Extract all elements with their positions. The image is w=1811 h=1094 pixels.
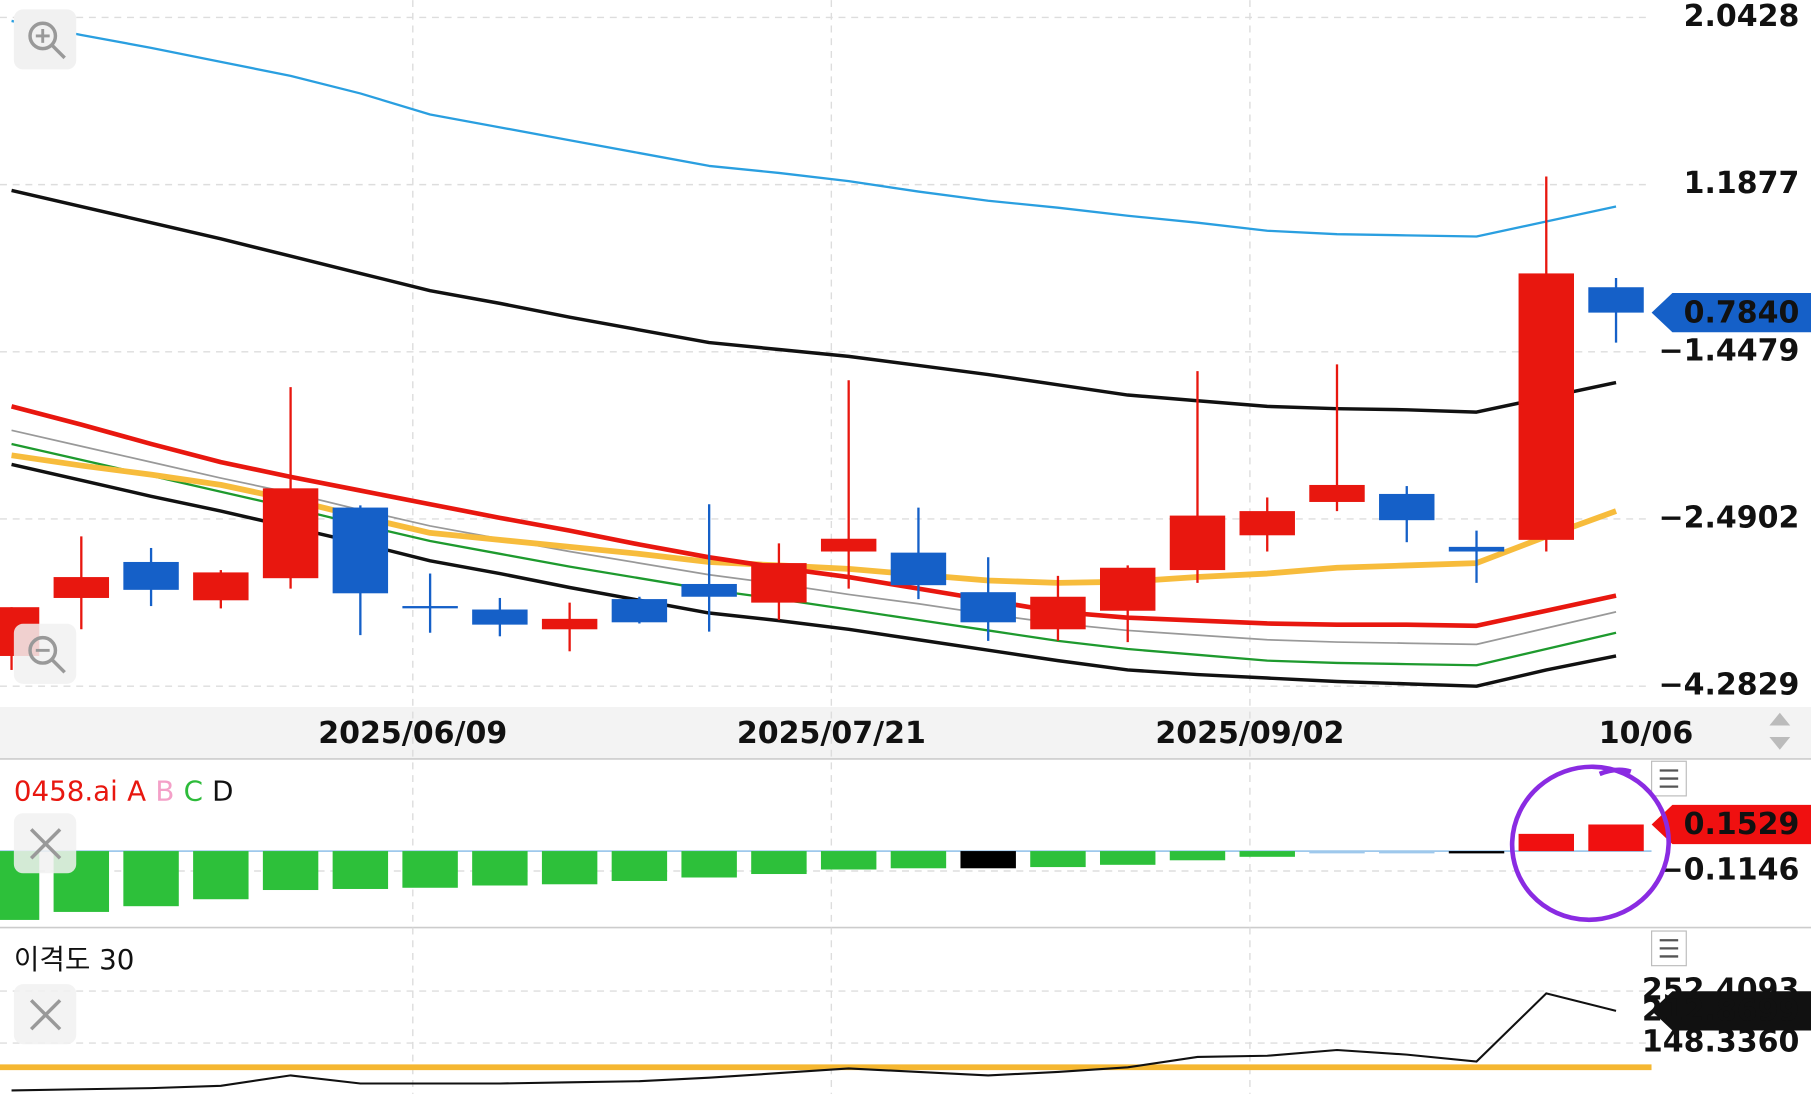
bar — [1518, 833, 1574, 852]
last-value-badge — [1651, 991, 1811, 1031]
indicator-line — [11, 188, 1617, 414]
bar — [332, 851, 389, 889]
x-axis-strip — [0, 706, 1811, 759]
candle-body — [1239, 511, 1295, 536]
candle-body — [1379, 493, 1435, 521]
candle-body — [541, 618, 598, 630]
close-panel-button[interactable] — [13, 984, 77, 1045]
x-tick-label: 2025/07/21 — [737, 716, 926, 751]
panel-title: 0458.ai — [14, 774, 118, 807]
candle-body — [611, 599, 668, 623]
candle-body — [890, 552, 947, 586]
candle-body — [681, 583, 737, 597]
panel-menu-button[interactable] — [1651, 760, 1687, 797]
bar — [960, 851, 1016, 869]
panel-title: 이격도 30 — [14, 943, 135, 976]
y-tick-label: −1.4479 — [1658, 333, 1799, 368]
bar — [1379, 851, 1435, 854]
bar — [472, 851, 528, 886]
candle-body — [820, 538, 877, 552]
candle-body — [1448, 546, 1505, 552]
x-tick-label: 2025/09/02 — [1155, 716, 1344, 751]
bar — [1309, 851, 1365, 854]
last-price-badge — [1651, 292, 1811, 333]
last-value-badge-text: 212.8699 — [1642, 993, 1800, 1028]
x-tick-label: 2025/06/09 — [318, 716, 507, 751]
bar — [611, 851, 668, 881]
bar — [1030, 851, 1086, 868]
candle-body — [402, 606, 458, 609]
panel-menu-button[interactable] — [1651, 930, 1687, 967]
bar — [820, 851, 877, 870]
bar — [123, 851, 179, 907]
y-tick-label: 1.1877 — [1684, 166, 1800, 201]
y-tick-label: −2.4902 — [1658, 500, 1799, 535]
bar — [681, 851, 737, 878]
x-tick-label: 10/06 — [1599, 716, 1694, 751]
y-tick-label: 2.0428 — [1684, 0, 1800, 34]
candle-body — [262, 488, 319, 579]
resize-handle[interactable] — [1769, 712, 1791, 750]
last-value-badge-text: 0.1529 — [1684, 807, 1800, 842]
legend-entry: B — [155, 774, 174, 807]
candle-body — [1099, 567, 1156, 611]
legend-entry: C — [184, 774, 203, 807]
indicator-line — [11, 19, 1617, 238]
candle-body — [1030, 596, 1086, 630]
bar — [193, 851, 249, 900]
legend-entry: D — [212, 774, 233, 807]
indicator-line — [10, 404, 1617, 629]
bar — [262, 851, 319, 891]
bar — [402, 851, 458, 888]
candle-body — [1518, 273, 1574, 540]
close-panel-button[interactable] — [13, 813, 77, 874]
candle-body — [332, 507, 389, 594]
candle-body — [1309, 484, 1365, 502]
last-price-badge-text: 0.7840 — [1684, 295, 1800, 330]
bar — [890, 851, 947, 869]
candle-body — [193, 572, 249, 601]
y-tick-label: −4.2829 — [1658, 668, 1799, 703]
plot-area — [0, 19, 1652, 1092]
bar — [1239, 851, 1295, 857]
candle-body — [960, 592, 1016, 623]
zoom-in-button[interactable] — [13, 9, 77, 70]
y-tick-label: −0.1146 — [1658, 853, 1799, 888]
bar — [1169, 851, 1226, 861]
candle-body — [751, 563, 807, 603]
axes: 2.0428 1.1877 −1.4479 −2.4902 −4.2829 2025/06… — [318, 0, 1811, 1060]
candle-body — [53, 577, 110, 598]
legend-entry: A — [127, 774, 146, 807]
candle-body — [1588, 287, 1644, 313]
bar — [1448, 851, 1505, 854]
bar — [1099, 851, 1156, 865]
last-value-badge — [1651, 804, 1811, 845]
annotation-circle — [1509, 764, 1671, 923]
candle-body — [1169, 515, 1226, 571]
bar — [541, 851, 598, 885]
zoom-out-button[interactable] — [13, 623, 77, 684]
candle-body — [472, 609, 528, 625]
candle-body — [123, 561, 179, 590]
indicator-line — [11, 992, 1617, 1092]
bar — [751, 851, 807, 875]
bar — [1588, 824, 1644, 852]
